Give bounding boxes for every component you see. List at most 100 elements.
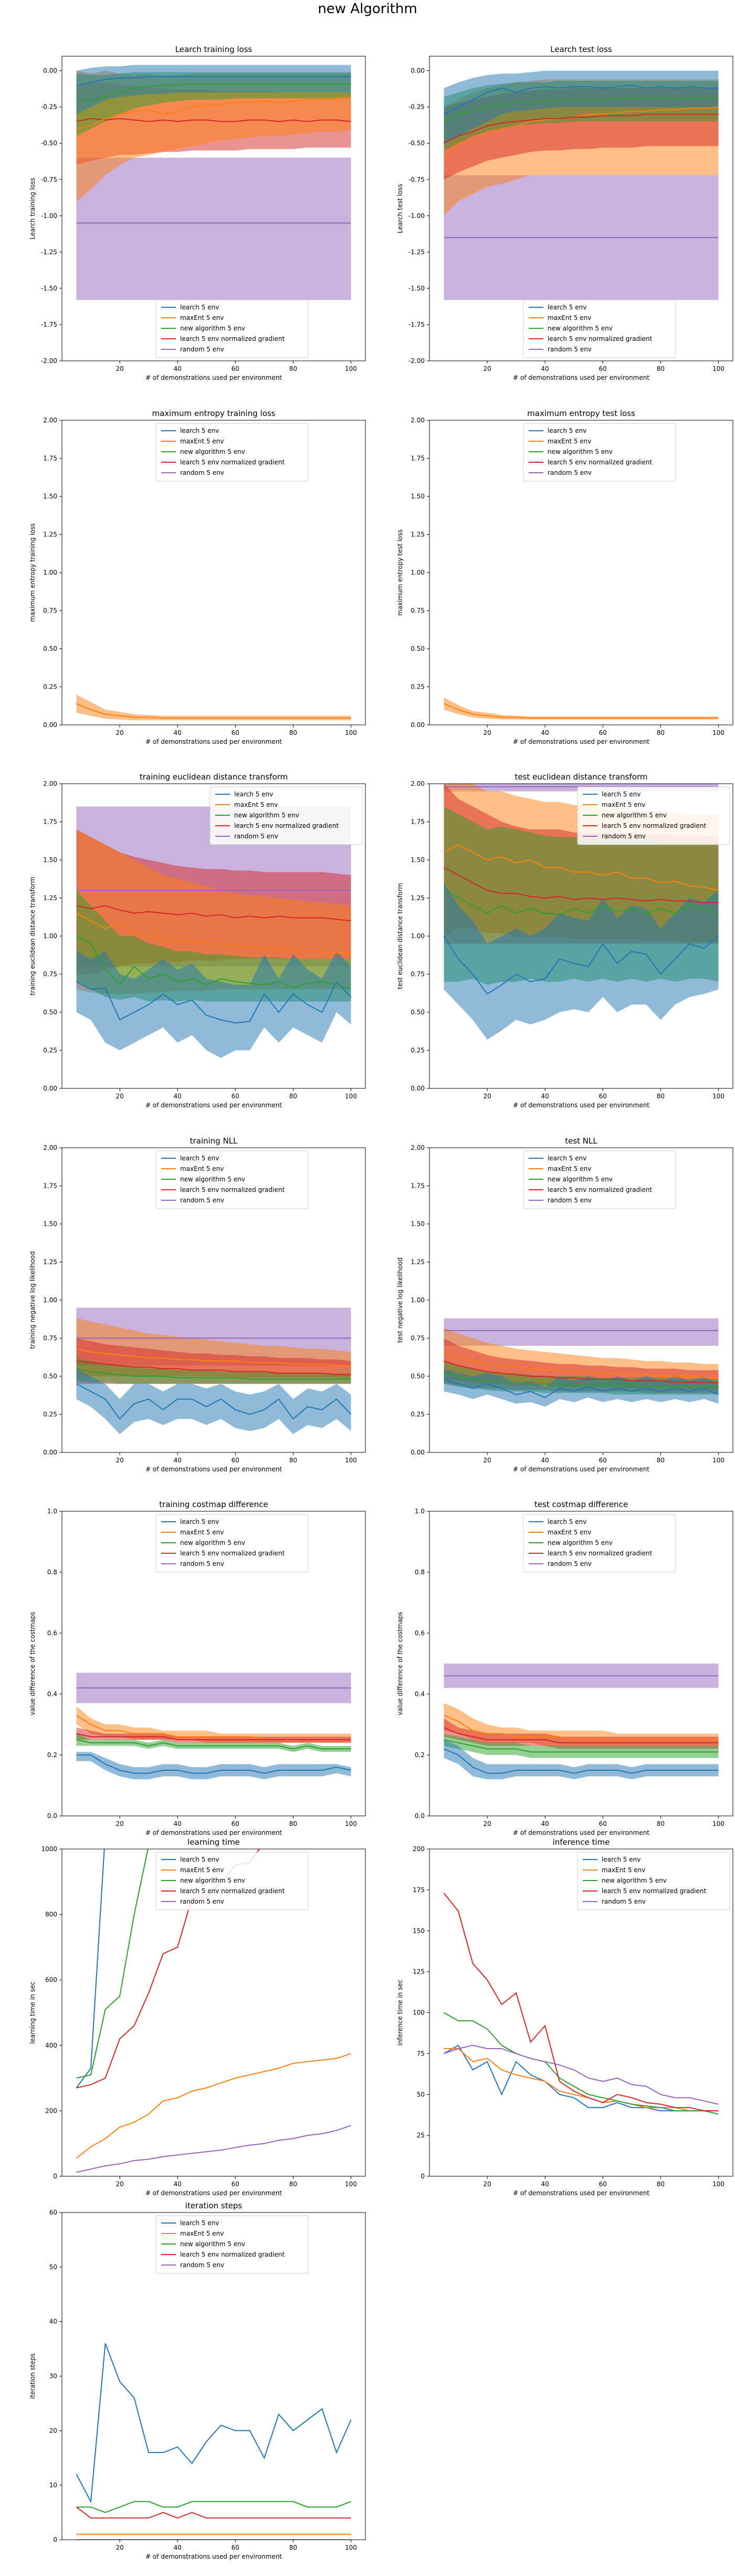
y-axis-label: value difference of the costmaps (396, 1612, 404, 1715)
y-tick-label: 75 (417, 2050, 425, 2057)
plot-area (443, 70, 719, 300)
y-axis-label: training negative log likelihood (29, 1251, 36, 1349)
legend-label: random 5 env (180, 2261, 224, 2269)
y-tick-label: 0.75 (43, 971, 57, 978)
x-axis-label: # of demonstrations used per environment (513, 1829, 649, 1836)
band-learch (444, 882, 719, 1040)
y-tick-label: -1.00 (41, 212, 57, 220)
band-learch (76, 1752, 351, 1780)
y-tick-label: 1.50 (43, 856, 57, 864)
y-tick-label: -1.75 (41, 321, 57, 328)
legend-label: learch 5 env normalized gradient (548, 335, 652, 342)
x-tick-label: 60 (599, 2180, 607, 2188)
x-tick-label: 40 (174, 2544, 182, 2551)
x-tick-label: 60 (232, 365, 239, 372)
y-axis-label: Learch test loss (396, 184, 404, 233)
y-tick-label: 40 (49, 2318, 57, 2325)
legend-label: learch 5 env (180, 304, 219, 311)
plot-area (76, 1307, 352, 1435)
x-tick-label: 40 (174, 729, 182, 736)
x-tick-label: 80 (289, 2544, 297, 2551)
x-axis-label: # of demonstrations used per environment (513, 1466, 649, 1473)
y-tick-label: 1.50 (411, 856, 425, 864)
x-tick-label: 80 (657, 365, 665, 372)
y-tick-label: -1.50 (408, 285, 425, 292)
plot-area (443, 1893, 719, 2115)
y-tick-label: 0.50 (411, 645, 425, 652)
legend-label: learch 5 env (180, 427, 219, 434)
x-tick-label: 60 (232, 1457, 239, 1464)
legend: learch 5 env maxEnt 5 env new algorithm 5 … (523, 299, 676, 358)
line-learchnorm (76, 1733, 351, 1740)
chart-panel: iteration steps 0 10 20 30 40 50 60 20 40 60 80 100 #… (29, 2201, 366, 2560)
y-tick-label: 1.00 (43, 932, 57, 940)
legend-box (577, 1852, 730, 1910)
legend-label: new algorithm 5 env (234, 812, 299, 819)
x-tick-label: 80 (657, 1820, 665, 1827)
line-learch (444, 85, 719, 115)
x-tick-label: 100 (345, 1820, 357, 1827)
x-tick-label: 80 (289, 729, 297, 736)
line-learchnorm (444, 867, 719, 903)
line-newalg (76, 1368, 351, 1380)
x-tick-label: 20 (116, 1820, 123, 1827)
y-tick-label: 1000 (41, 1845, 57, 1853)
legend-label: learch 5 env (548, 1155, 586, 1162)
legend-label: learch 5 env (180, 2219, 219, 2227)
legend-label: learch 5 env normalized gradient (180, 335, 285, 342)
legend-label: random 5 env (548, 1560, 592, 1567)
line-learch (444, 2044, 719, 2112)
y-tick-label: 0.25 (43, 683, 57, 691)
y-tick-label: 20 (49, 2427, 57, 2434)
x-tick-label: 40 (174, 365, 182, 372)
legend-box (523, 299, 676, 358)
legend: learch 5 env maxEnt 5 env new algorithm 5 … (577, 1852, 730, 1910)
chart-panel: Learch test loss 0.00 -0.25 -0.50 -0.75 -1.00… (396, 45, 733, 381)
x-tick-label: 20 (116, 1093, 123, 1100)
line-maxent (444, 1715, 719, 1740)
y-tick-label: 0.25 (43, 1411, 57, 1418)
x-tick-label: 80 (289, 1457, 297, 1464)
legend-label: learch 5 env (548, 427, 586, 434)
y-tick-label: 2.00 (411, 780, 425, 787)
legend-label: learch 5 env (234, 791, 273, 798)
x-tick-label: 100 (712, 1820, 724, 1827)
y-tick-label: 1.75 (43, 1182, 57, 1190)
chart-panel: test NLL 0.00 0.25 0.50 0.75 1.00 1.25 1.50 1.75… (396, 1136, 733, 1473)
legend-box (155, 1514, 309, 1573)
y-tick-label: 100 (413, 2009, 425, 2017)
y-tick-label: 1.25 (411, 1259, 425, 1266)
legend-label: learch 5 env normalized gradient (180, 1550, 285, 1557)
y-axis-label: maximum entropy training loss (29, 523, 36, 622)
x-tick-label: 60 (232, 1093, 239, 1100)
band-learch (444, 1740, 719, 1780)
y-tick-label: 150 (413, 1927, 425, 1935)
legend-label: maxEnt 5 env (234, 801, 278, 808)
x-tick-label: 40 (541, 1457, 549, 1464)
y-tick-label: 1.00 (411, 932, 425, 940)
x-tick-label: 20 (483, 1820, 491, 1827)
chart-panel: training costmap difference 0.0 0.2 0.4 0.6 0… (29, 1500, 366, 1836)
y-tick-label: 0.00 (411, 1085, 425, 1092)
y-tick-label: 10 (49, 2481, 57, 2489)
y-tick-label: 1.75 (411, 455, 425, 462)
legend-label: learch 5 env normalized gradient (234, 822, 339, 829)
x-axis-label: # of demonstrations used per environment (145, 738, 282, 745)
x-tick-label: 100 (345, 1457, 357, 1464)
legend-label: new algorithm 5 env (548, 1539, 613, 1546)
y-tick-label: 0.75 (411, 1335, 425, 1342)
y-tick-label: 1.00 (411, 1296, 425, 1304)
chart-panel: test costmap difference 0.0 0.2 0.4 0.6 0.8 1.… (396, 1500, 733, 1836)
y-tick-label: -0.25 (408, 103, 425, 111)
line-learchnorm (76, 1360, 351, 1376)
legend-label: learch 5 env normalized gradient (180, 1186, 285, 1193)
legend-label: new algorithm 5 env (602, 812, 667, 819)
y-tick-label: 2.00 (411, 417, 425, 424)
x-axis-label: # of demonstrations used per environment (513, 738, 649, 745)
figure-title: new Algorithm (318, 1, 417, 17)
x-tick-label: 100 (345, 2180, 357, 2188)
line-learch (76, 2343, 352, 2504)
x-tick-label: 80 (289, 2180, 297, 2188)
band-maxent (444, 697, 719, 720)
x-tick-label: 60 (599, 365, 607, 372)
